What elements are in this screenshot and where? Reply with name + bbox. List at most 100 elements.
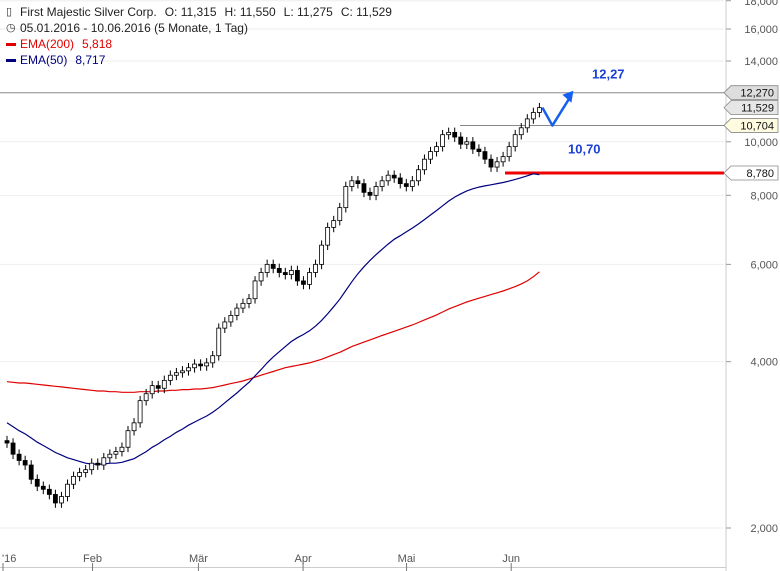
candle-body-29: [180, 370, 185, 374]
candle-10: [65, 479, 70, 502]
legend-ema200-value: 5,818: [82, 37, 113, 51]
candle-body-40: [246, 298, 252, 304]
price-tag-label-2: 10,704: [740, 120, 774, 132]
candle-body-48: [294, 270, 300, 282]
candle-body-0: [4, 440, 10, 444]
candle-body-65: [397, 177, 403, 185]
candle-body-51: [313, 263, 318, 273]
candle-body-31: [192, 363, 197, 369]
candle-body-9: [59, 496, 64, 504]
candle-body-81: [494, 161, 500, 168]
candle-2: [16, 449, 22, 466]
candle-22: [137, 395, 143, 428]
candle-body-71: [434, 146, 439, 152]
candle-body-83: [506, 146, 512, 158]
forecast-arrow-line: [541, 96, 572, 127]
candle-30: [186, 362, 191, 376]
candle-84: [512, 129, 518, 152]
legend-period: 05.01.2016 - 10.06.2016 (5 Monate, 1 Tag…: [20, 21, 248, 35]
candle-43: [264, 259, 270, 278]
forecast-arrow-head: [562, 90, 574, 103]
candle-body-85: [518, 127, 524, 136]
candle-8: [53, 489, 58, 508]
candle-34: [210, 350, 216, 368]
candle-body-8: [53, 494, 58, 504]
candle-19: [119, 442, 125, 457]
candle-81: [494, 157, 500, 172]
y-tick-label-3: 8,000: [750, 190, 778, 202]
candle-18: [113, 446, 119, 460]
legend-ema50-row: EMA(50) 8,717: [6, 52, 392, 68]
candle-body-61: [373, 186, 379, 196]
candle-36: [222, 317, 228, 333]
candle-86: [524, 114, 530, 133]
candle-74: [452, 127, 458, 142]
x-tick-label-1: Feb: [83, 553, 102, 565]
candle-31: [192, 359, 197, 373]
candle-body-7: [46, 488, 52, 495]
candle-88: [537, 102, 542, 118]
candle-6: [40, 481, 46, 495]
candle-body-10: [65, 483, 70, 497]
ema50-line: [6, 173, 540, 465]
price-tag-3: 8,780: [723, 165, 779, 181]
candle-body-5: [34, 478, 40, 487]
candle-14: [89, 458, 95, 475]
candle-33: [204, 358, 210, 371]
candle-body-72: [440, 134, 446, 148]
candle-56: [343, 181, 349, 213]
candle-body-13: [83, 469, 89, 473]
annotation-pullback: 10,70: [568, 142, 601, 157]
candle-73: [446, 127, 452, 140]
candle-body-35: [216, 327, 222, 357]
candle-body-86: [524, 118, 530, 129]
candle-body-82: [500, 156, 506, 163]
candle-47: [288, 265, 294, 280]
candle-body-70: [428, 151, 433, 160]
candle-46: [282, 267, 288, 280]
forecast-arrow: [541, 90, 574, 127]
x-tick-label-2: Mär: [189, 553, 208, 565]
legend: ▯ First Majestic Silver Corp. O: 11,315 …: [6, 4, 392, 68]
candle-7: [46, 484, 52, 500]
candle-body-68: [415, 169, 421, 182]
candle-body-63: [385, 174, 391, 182]
candle-body-73: [446, 131, 452, 136]
legend-period-row: ◷ 05.01.2016 - 10.06.2016 (5 Monate, 1 T…: [6, 20, 392, 36]
candle-24: [149, 380, 155, 399]
y-tick-label-0: 2,000: [750, 523, 778, 535]
candle-body-87: [530, 112, 536, 120]
candle-body-78: [476, 148, 482, 152]
candle-76: [464, 137, 470, 150]
candle-77: [470, 137, 476, 154]
price-tag-label-3: 8,780: [746, 168, 774, 180]
candle-body-11: [71, 475, 76, 485]
x-tick-label-0: '16: [2, 553, 16, 565]
candle-body-52: [319, 244, 325, 265]
candle-50: [307, 267, 312, 290]
candle-body-44: [270, 263, 276, 269]
price-tag-box-3: [723, 165, 779, 181]
candle-body-42: [258, 272, 264, 282]
y-tick-label-6: 16,000: [744, 24, 778, 36]
candle-body-55: [337, 207, 343, 222]
price-tags: 12,270 11,529 10,704 8,780: [723, 85, 779, 181]
candle-68: [415, 164, 421, 186]
legend-close: C: 11,529: [340, 5, 392, 19]
candle-54: [331, 215, 337, 233]
candle-body-33: [204, 362, 210, 367]
legend-low: L: 11,275: [283, 5, 333, 19]
candle-body-12: [77, 472, 82, 477]
candle-body-1: [10, 442, 16, 455]
candle-57: [349, 176, 355, 192]
candle-1: [10, 438, 16, 460]
legend-high: H: 11,550: [224, 5, 276, 19]
legend-title: First Majestic Silver Corp.: [20, 5, 157, 19]
y-axis: 2,000 4,000 6,000 8,000 10,000 14,000 16,000 18…: [725, 0, 778, 571]
candle-0: [4, 435, 10, 448]
candle-72: [440, 129, 446, 152]
clock-icon: ◷: [6, 22, 16, 34]
candle-body-69: [422, 158, 427, 171]
candle-body-88: [537, 107, 542, 113]
